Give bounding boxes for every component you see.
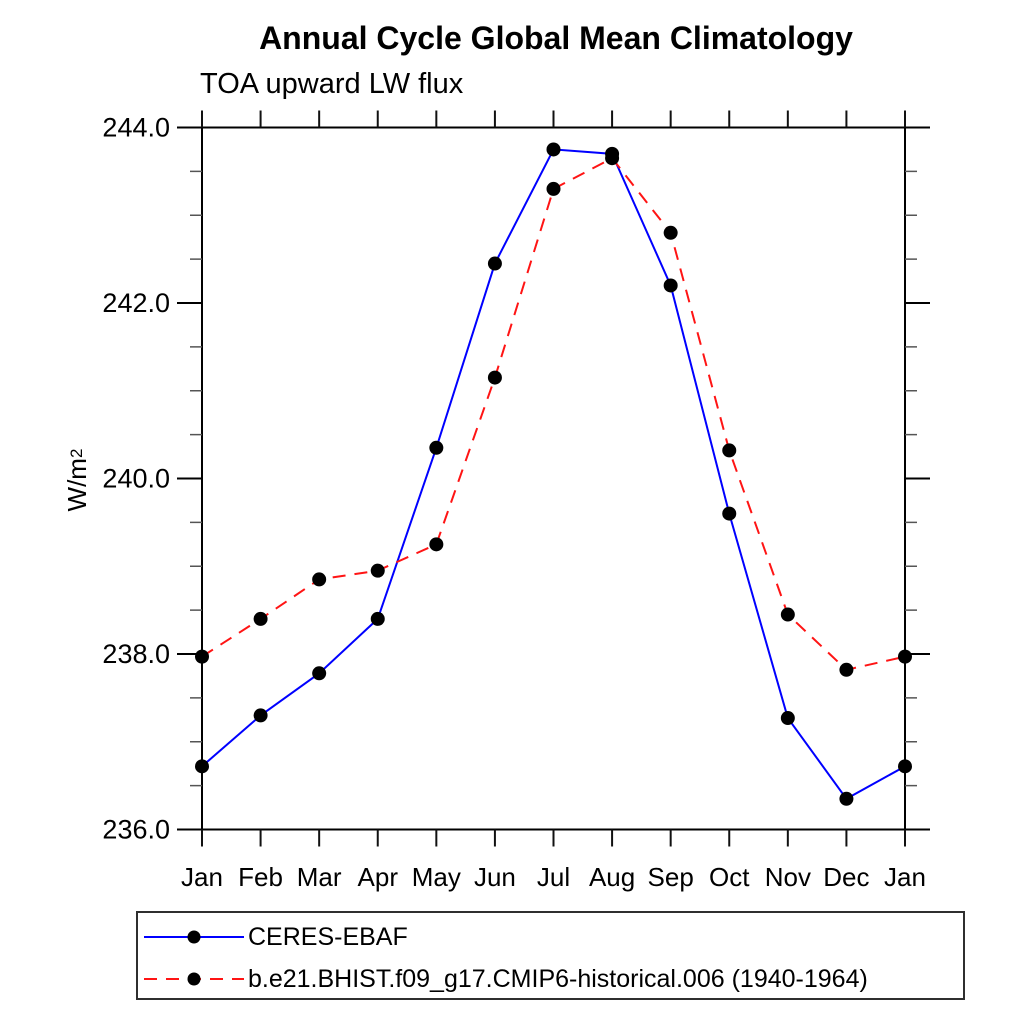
data-point-marker (253, 611, 268, 626)
data-point-marker (780, 711, 795, 726)
x-tick-label: Jan (181, 862, 223, 892)
data-point-marker (722, 506, 737, 521)
legend: CERES-EBAF b.e21.BHIST.f09_g17.CMIP6-his… (136, 911, 965, 1000)
x-tick-label: Aug (589, 862, 635, 892)
data-point-marker (487, 370, 502, 385)
x-tick-label: Oct (709, 862, 750, 892)
data-point-marker (195, 759, 209, 774)
y-tick-label: 242.0 (102, 288, 170, 318)
legend-entry-ceres: CERES-EBAF (142, 922, 408, 952)
x-tick-label: May (412, 862, 461, 892)
data-point-marker (370, 563, 385, 578)
legend-line-sample-ceres (144, 930, 244, 944)
legend-entry-model: b.e21.BHIST.f09_g17.CMIP6-historical.006… (142, 964, 868, 994)
data-point-marker (605, 151, 620, 166)
y-tick-label: 236.0 (102, 815, 170, 845)
data-point-marker (898, 759, 912, 774)
data-point-marker (312, 666, 327, 681)
data-point-marker (663, 278, 678, 293)
data-point-marker (663, 225, 678, 240)
data-point-marker (487, 256, 502, 271)
legend-line-sample-model (144, 972, 244, 986)
x-tick-label: Jun (474, 862, 516, 892)
data-point-marker (722, 443, 737, 458)
data-point-marker (195, 649, 209, 664)
chart-title: Annual Cycle Global Mean Climatology (259, 20, 853, 56)
x-tick-label: Jul (537, 862, 570, 892)
y-tick-label: 240.0 (102, 464, 170, 494)
chart-subtitle: TOA upward LW flux (200, 68, 464, 100)
data-point-marker (312, 572, 327, 587)
data-point-marker (546, 142, 561, 157)
x-tick-label: Jan (884, 862, 926, 892)
legend-sample-marker (187, 972, 201, 986)
y-tick-label: 244.0 (102, 113, 170, 143)
data-point-marker (429, 537, 444, 552)
x-tick-label: Apr (358, 862, 399, 892)
data-point-marker (429, 440, 444, 455)
data-point-marker (253, 708, 268, 723)
legend-label-model: b.e21.BHIST.f09_g17.CMIP6-historical.006… (248, 964, 868, 993)
x-tick-label: Sep (648, 862, 694, 892)
y-tick-label: 238.0 (102, 639, 170, 669)
data-point-marker (780, 607, 795, 622)
x-tick-label: Feb (238, 862, 283, 892)
legend-sample-marker (187, 930, 201, 944)
series-line-1 (201, 156, 906, 671)
data-point-marker (839, 791, 854, 806)
legend-label-ceres: CERES-EBAF (248, 922, 408, 951)
x-tick-label: Nov (765, 862, 811, 892)
data-point-marker (898, 649, 912, 664)
series-line-0 (201, 148, 906, 801)
data-point-marker (370, 611, 385, 626)
x-tick-label: Dec (823, 862, 869, 892)
data-point-marker (839, 662, 854, 677)
x-tick-label: Mar (297, 862, 342, 892)
data-point-marker (546, 181, 561, 196)
